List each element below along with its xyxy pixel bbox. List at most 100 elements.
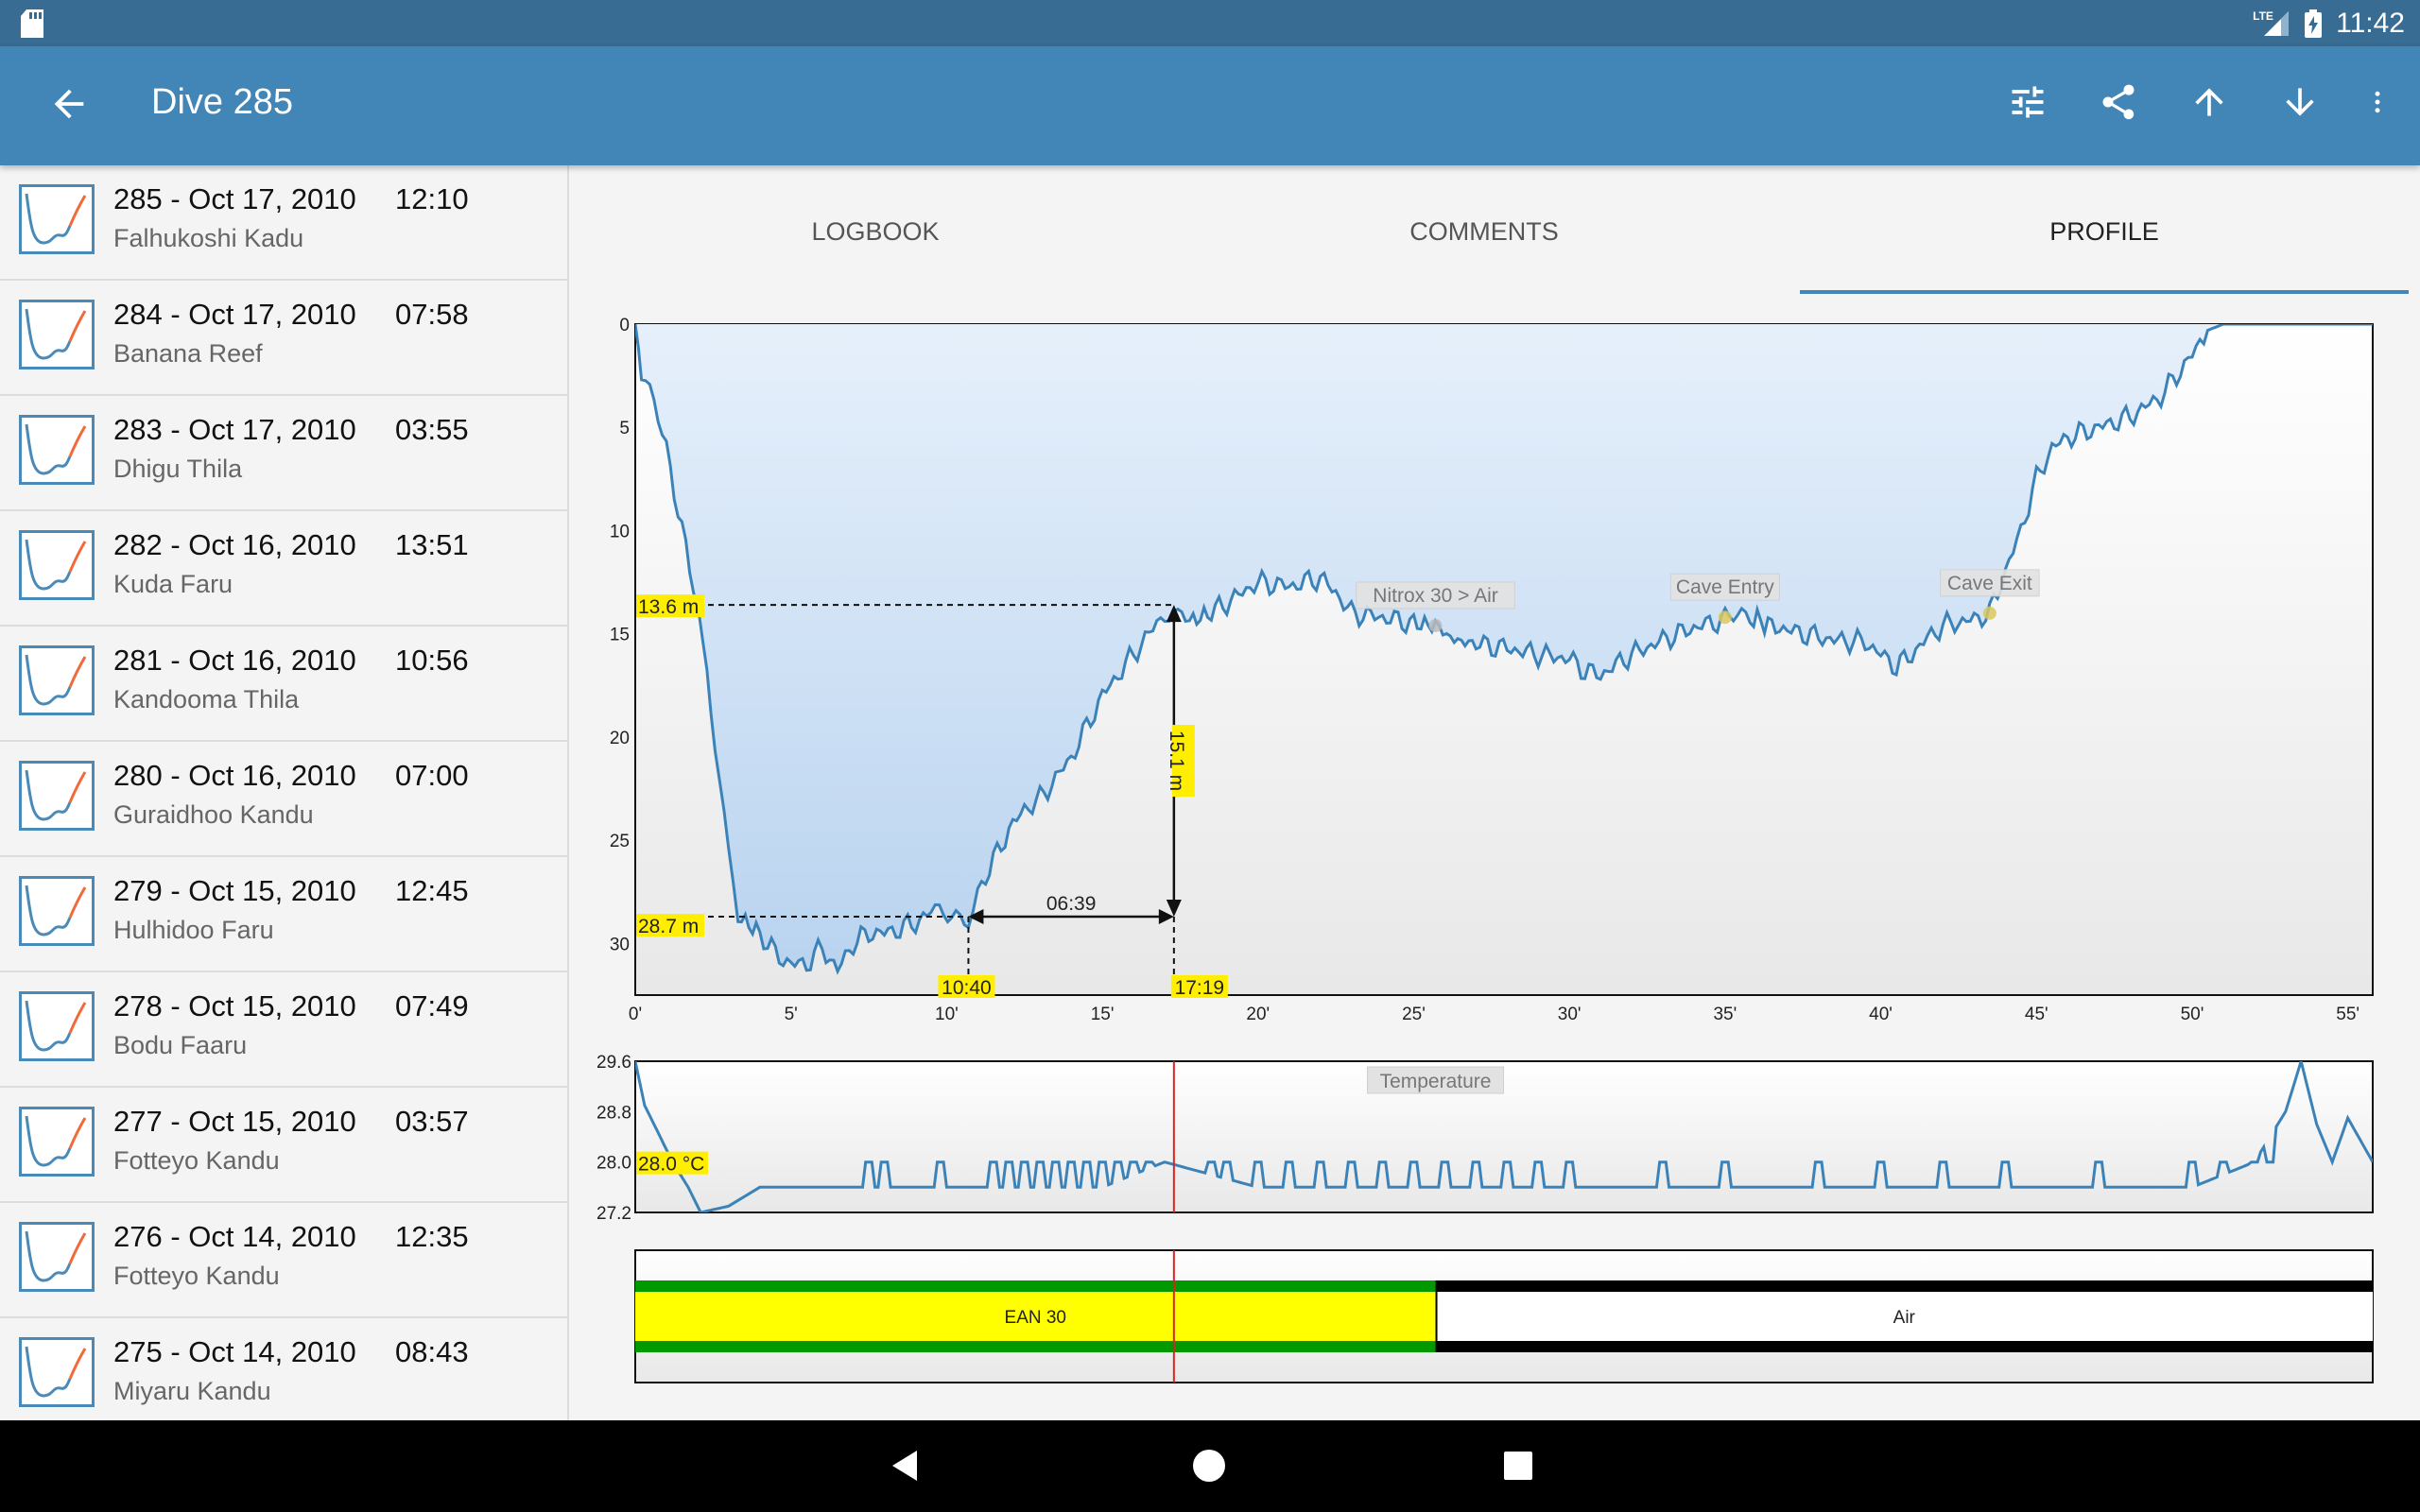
- time-x-tick: 0': [629, 1005, 642, 1024]
- navigation-bar: [0, 1420, 2420, 1512]
- dive-list[interactable]: 285 - Oct 17, 2010 12:10 Falhukoshi Kadu 28…: [0, 165, 569, 1420]
- temperature-label: Temperature: [1380, 1071, 1492, 1092]
- dive-number-date: 276 - Oct 14, 2010: [113, 1220, 356, 1253]
- dive-profile-thumbnail-icon: [19, 761, 95, 831]
- list-item[interactable]: 278 - Oct 15, 2010 07:49 Bodu Faaru: [0, 972, 567, 1088]
- dive-site: Miyaru Kandu: [113, 1377, 271, 1405]
- time-x-tick: 25': [1402, 1005, 1426, 1024]
- nav-back-icon[interactable]: [887, 1447, 925, 1485]
- tab-comments[interactable]: COMMENTS: [1409, 216, 1559, 246]
- clock: 11:42: [2336, 7, 2405, 39]
- dive-profile-thumbnail-icon: [19, 645, 95, 715]
- dive-time: 12:35: [395, 1220, 469, 1253]
- dive-profile-thumbnail-icon: [19, 1337, 95, 1407]
- dive-number-date: 282 - Oct 16, 2010: [113, 528, 356, 561]
- tab-bar: LOGBOOK COMMENTS PROFILE: [571, 165, 2420, 298]
- dive-site: Fotteyo Kandu: [113, 1262, 280, 1290]
- dive-site: Kuda Faru: [113, 570, 233, 598]
- depth-y-tick: 15: [610, 626, 630, 645]
- arrow-head-up: [1166, 605, 1182, 623]
- nav-home-icon[interactable]: [1190, 1447, 1228, 1485]
- dive-profile-thumbnail-icon: [19, 530, 95, 600]
- dive-site: Hulhidoo Faru: [113, 916, 274, 944]
- event-label: Cave Entry: [1676, 576, 1774, 598]
- list-item[interactable]: 280 - Oct 16, 2010 07:00 Guraidhoo Kandu: [0, 742, 567, 857]
- dive-number-date: 279 - Oct 15, 2010: [113, 874, 356, 907]
- measure-time1-label-bg: [938, 975, 995, 998]
- dive-profile-thumbnail-icon: [19, 876, 95, 946]
- temperature-y-tick: 27.2: [596, 1204, 631, 1224]
- time-x-tick: 40': [1869, 1005, 1893, 1024]
- nav-recents-icon[interactable]: [1499, 1447, 1537, 1485]
- dive-site: Fotteyo Kandu: [113, 1146, 280, 1175]
- dive-profile-chart[interactable]: 0 5 10 15 20 25 30 0' 5' 10' 15' 20' 25' 30' 35' 40' 45'…: [571, 298, 2420, 1420]
- tab-logbook[interactable]: LOGBOOK: [811, 216, 940, 246]
- event-label-bg: [1940, 569, 2040, 597]
- list-item[interactable]: 277 - Oct 15, 2010 03:57 Fotteyo Kandu: [0, 1088, 567, 1203]
- dive-time: 08:43: [395, 1335, 469, 1368]
- time-x-tick: 20': [1246, 1005, 1270, 1024]
- time-x-tick: 5': [785, 1005, 798, 1024]
- list-item[interactable]: 281 - Oct 16, 2010 10:56 Kandooma Thila: [0, 627, 567, 742]
- dive-time: 13:51: [395, 528, 469, 561]
- temperature-line: [635, 1061, 2373, 1212]
- dive-profile-thumbnail-icon: [19, 991, 95, 1061]
- measure-duration-label: 06:39: [1046, 893, 1097, 915]
- depth-series-group: [635, 324, 2373, 975]
- arrow-down-icon[interactable]: [2273, 75, 2327, 129]
- list-item[interactable]: 283 - Oct 17, 2010 03:55 Dhigu Thila: [0, 396, 567, 511]
- depth-y-tick: 0: [619, 316, 630, 335]
- time-x-tick: 15': [1091, 1005, 1115, 1024]
- dive-profile-thumbnail-icon: [19, 415, 95, 485]
- list-item[interactable]: 275 - Oct 14, 2010 08:43 Miyaru Kandu: [0, 1318, 567, 1420]
- tab-profile[interactable]: PROFILE: [1800, 165, 2409, 298]
- event-marker: [1428, 618, 1443, 632]
- temperature-cursor-label: 28.0 °C: [638, 1154, 704, 1176]
- measure-depth1-label: 13.6 m: [638, 596, 699, 618]
- tune-icon[interactable]: [2000, 75, 2055, 129]
- dive-number-date: 284 - Oct 17, 2010: [113, 298, 356, 331]
- event-label-bg: [1669, 573, 1780, 601]
- time-x-tick: 55': [2336, 1005, 2360, 1024]
- dive-number-date: 275 - Oct 14, 2010: [113, 1335, 356, 1368]
- time-x-tick: 45': [2025, 1005, 2048, 1024]
- list-item[interactable]: 279 - Oct 15, 2010 12:45 Hulhidoo Faru: [0, 857, 567, 972]
- measure-depth2-label: 28.7 m: [638, 916, 699, 937]
- list-item[interactable]: 276 - Oct 14, 2010 12:35 Fotteyo Kandu: [0, 1203, 567, 1318]
- temperature-label-bg: [1367, 1066, 1505, 1094]
- dive-site: Falhukoshi Kadu: [113, 224, 304, 252]
- depth-profile-line: [635, 324, 2373, 975]
- dive-site: Bodu Faaru: [113, 1031, 248, 1059]
- event-label: Cave Exit: [1947, 573, 2032, 594]
- depth-fill-area: [635, 324, 2373, 971]
- more-vert-icon[interactable]: [2363, 75, 2392, 129]
- measure-delta-label: 15.1 m: [1166, 730, 1187, 791]
- dive-profile-thumbnail-icon: [19, 1222, 95, 1292]
- list-item[interactable]: 282 - Oct 16, 2010 13:51 Kuda Faru: [0, 511, 567, 627]
- arrow-up-icon[interactable]: [2182, 75, 2237, 129]
- dive-time: 10:56: [395, 644, 469, 677]
- list-item[interactable]: 285 - Oct 17, 2010 12:10 Falhukoshi Kadu: [0, 165, 567, 281]
- list-item[interactable]: 284 - Oct 17, 2010 07:58 Banana Reef: [0, 281, 567, 396]
- gas-segment: [635, 1292, 1436, 1341]
- depth-y-tick: 10: [610, 522, 630, 541]
- gas-label: Air: [1893, 1308, 1916, 1328]
- arrow-head-left: [968, 908, 984, 924]
- share-icon[interactable]: [2091, 75, 2146, 129]
- temperature-cursor-label-bg: [636, 1151, 708, 1175]
- back-arrow-icon[interactable]: [47, 82, 91, 126]
- lte-signal-icon: LTE: [2253, 9, 2290, 38]
- temperature-series-group: [635, 1061, 2373, 1212]
- measure-depth2-label-bg: [636, 913, 704, 936]
- dive-time: 07:00: [395, 759, 469, 792]
- dive-time: 12:10: [395, 182, 469, 215]
- gas-segment: [1437, 1292, 2373, 1341]
- dive-number-date: 283 - Oct 17, 2010: [113, 413, 356, 446]
- temperature-y-tick: 28.8: [596, 1103, 631, 1123]
- event-marker: [1718, 610, 1732, 625]
- measure-time1-label: 10:40: [942, 977, 992, 999]
- time-x-tick: 10': [935, 1005, 959, 1024]
- dive-number-date: 278 - Oct 15, 2010: [113, 989, 356, 1022]
- dive-time: 07:49: [395, 989, 469, 1022]
- arrow-head-right: [1158, 908, 1174, 924]
